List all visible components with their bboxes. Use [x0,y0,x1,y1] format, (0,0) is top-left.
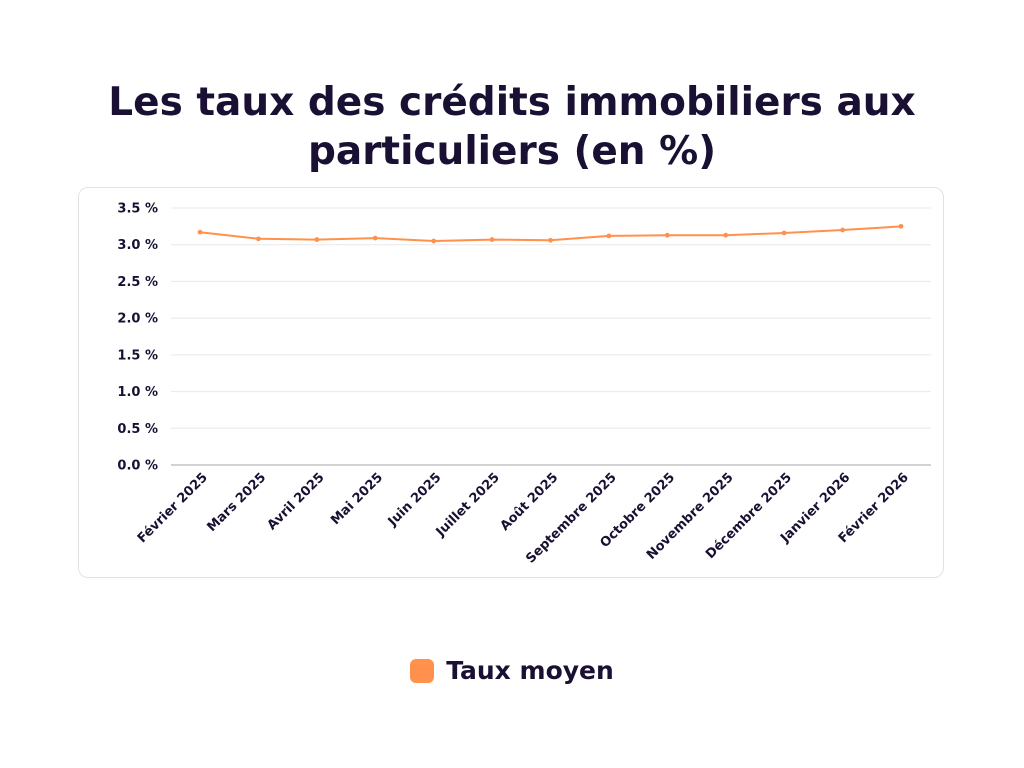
data-point [723,232,729,238]
y-tick-label: 2.5 % [117,275,158,290]
x-tick-label: Mars 2025 [204,470,269,535]
y-tick-label: 3.0 % [117,238,158,253]
x-tick-label: Février 2025 [135,470,211,546]
data-point [898,223,904,229]
chart-title-line-1: Les taux des crédits immobiliers aux [108,80,916,125]
x-tick-label: Juin 2025 [385,470,445,530]
data-point [664,232,670,238]
x-tick-label: Avril 2025 [265,470,328,533]
data-point [489,237,495,242]
y-tick-label: 0.5 % [117,422,158,437]
data-point [372,235,378,241]
data-point [197,229,203,235]
x-tick-label: Mai 2025 [328,470,386,528]
chart-title: Les taux des crédits immobiliers aux par… [0,78,1024,176]
y-tick-label: 1.0 % [117,385,158,400]
y-tick-label: 3.5 % [117,202,158,217]
y-tick-label: 1.5 % [117,348,158,363]
data-point [431,238,437,244]
chart-title-line-2: particuliers (en %) [307,129,717,174]
y-tick-label: 2.0 % [117,312,158,327]
data-point [548,237,553,243]
data-point [314,237,320,242]
x-tick-label: Août 2025 [498,470,562,534]
data-point [781,230,787,236]
legend-label: Taux moyen [446,656,614,685]
chart-panel: 0.0 % 0.5 % 1.0 % 1.5 % 2.0 % 2.5 % 3.0 % 3.5 %… [78,187,944,578]
data-point [256,236,261,242]
legend: Taux moyen [0,656,1024,685]
data-point [606,233,612,239]
legend-swatch [410,658,435,683]
data-point [840,227,845,233]
y-tick-label: 0.0 % [117,459,158,474]
line-chart: 0.0 % 0.5 % 1.0 % 1.5 % 2.0 % 2.5 % 3.0 % 3.5 %… [117,202,931,567]
